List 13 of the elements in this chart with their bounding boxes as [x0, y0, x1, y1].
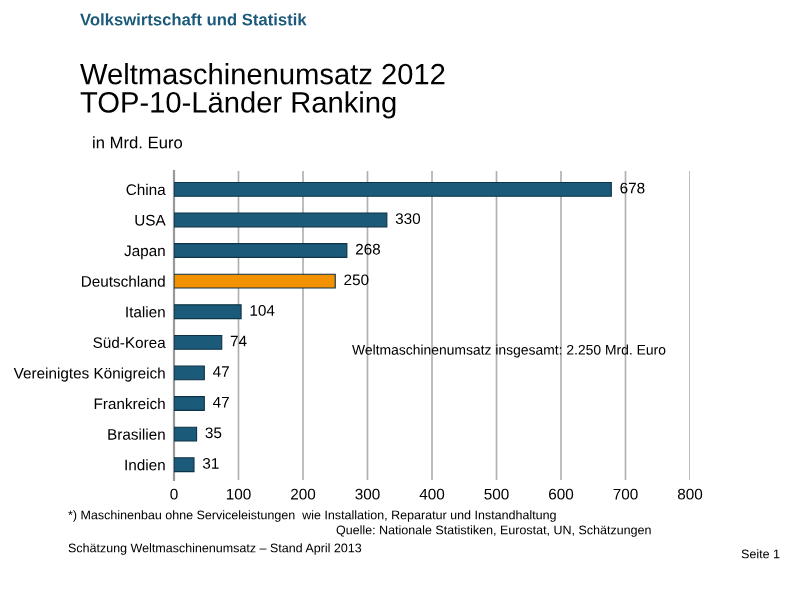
- bar: [174, 365, 205, 381]
- bar: [174, 334, 223, 350]
- chart-subtitle: in Mrd. Euro: [93, 136, 183, 149]
- bar: [174, 304, 242, 320]
- bar: [174, 457, 195, 473]
- text: Volkswirtschaft und Statistik: [80, 13, 307, 26]
- bar: [174, 396, 205, 411]
- chart-title: Weltmaschinenumsatz 2012 TOP-10-Länder Ranking: [80, 63, 445, 119]
- bar: [174, 273, 336, 289]
- bar: [174, 212, 388, 228]
- bar: [174, 426, 198, 442]
- bar: [174, 181, 612, 197]
- bar: [174, 243, 348, 258]
